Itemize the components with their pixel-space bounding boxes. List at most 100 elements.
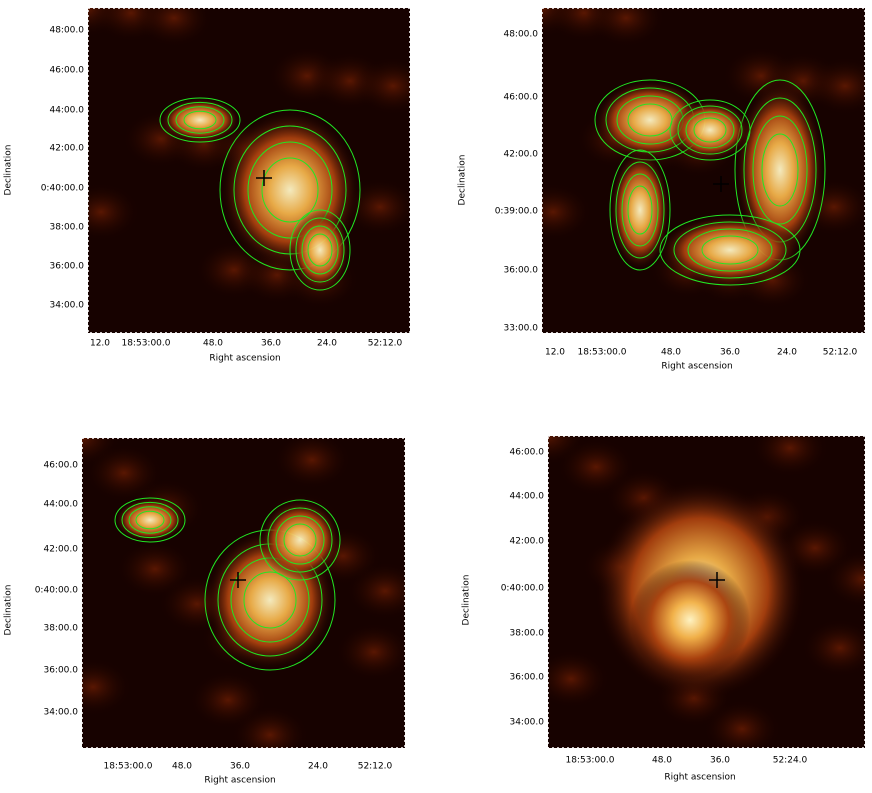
center-cross	[709, 572, 725, 588]
x-tick-label: 18:53:00.0	[577, 348, 626, 358]
x-tick-label: 24.0	[308, 762, 328, 772]
contour	[627, 185, 653, 235]
contour	[659, 214, 801, 286]
contour	[267, 507, 333, 573]
y-tick-label: 48:00.0	[503, 30, 538, 40]
x-tick-label: 36.0	[710, 756, 730, 766]
contour	[219, 109, 361, 271]
haze	[800, 618, 865, 678]
x-tick-label: 48.0	[203, 339, 223, 349]
x-tick-label: 48.0	[661, 348, 681, 358]
x-tick-label: 48.0	[652, 756, 672, 766]
haze	[750, 436, 830, 478]
haze	[272, 438, 352, 490]
y-tick-label: 38:00.0	[43, 624, 78, 634]
emission	[160, 98, 240, 142]
contour	[175, 106, 225, 134]
haze	[805, 56, 865, 116]
contour	[307, 233, 333, 267]
y-axis-label: Declination	[462, 575, 472, 626]
haze	[134, 8, 214, 48]
contour	[677, 105, 743, 155]
emission	[670, 100, 750, 160]
x-axis-label: Right ascension	[209, 354, 280, 364]
x-tick-label: 52:12.0	[823, 348, 858, 358]
frame	[81, 437, 406, 749]
contour	[295, 217, 345, 283]
y-tick-label: 42:00.0	[43, 545, 78, 555]
contour	[261, 157, 319, 223]
x-tick-label: 18:53:00.0	[565, 756, 614, 766]
y-axis-label: Declination	[4, 585, 14, 636]
panel: 48:00.0 46:00.0 44:00.0 42:00.0 0:40:00.0 38:…	[4, 7, 411, 364]
y-tick-label: 42:00.0	[509, 537, 544, 547]
y-axis-label: Declination	[458, 155, 468, 206]
contour	[761, 133, 799, 207]
frame	[547, 435, 866, 749]
emission	[260, 500, 340, 580]
sky-image	[548, 436, 865, 748]
contour	[259, 499, 341, 581]
y-tick-label: 38:00.0	[509, 629, 544, 639]
x-tick-label: 36.0	[261, 339, 281, 349]
haze	[230, 705, 310, 748]
y-tick-label: 48:00.0	[49, 26, 84, 36]
y-tick-label: 36:00.0	[43, 666, 78, 676]
x-tick-label: 18:53:00.0	[121, 339, 170, 349]
x-tick-label: 52:12.0	[358, 762, 393, 772]
contour	[615, 161, 665, 259]
x-axis-label: Right ascension	[204, 776, 275, 786]
emission	[290, 210, 350, 290]
haze	[586, 8, 666, 48]
contour	[159, 97, 241, 143]
emission	[735, 80, 825, 260]
y-tick-label: 46:00.0	[503, 93, 538, 103]
y-tick-label: 33:00.0	[503, 324, 538, 334]
haze	[334, 622, 405, 682]
contour	[609, 149, 671, 271]
contour	[289, 209, 351, 291]
haze	[82, 657, 133, 717]
x-tick-label: 24.0	[317, 339, 337, 349]
emission	[115, 498, 185, 542]
contour	[135, 510, 165, 530]
center-cross	[256, 170, 272, 186]
y-tick-label: 36:00.0	[509, 673, 544, 683]
y-tick-label: 36:00.0	[503, 266, 538, 276]
haze	[542, 182, 593, 242]
y-tick-label: 34:00.0	[49, 301, 84, 311]
haze	[353, 56, 410, 116]
frame	[87, 7, 411, 334]
y-tick-label: 38:00.0	[49, 223, 84, 233]
emission	[610, 150, 670, 270]
frame	[541, 7, 866, 334]
x-tick-label: 12.0	[545, 348, 565, 358]
haze	[345, 561, 405, 621]
emission	[630, 560, 750, 680]
contour	[701, 235, 759, 265]
y-tick-label: 0:40:00.0	[501, 584, 545, 594]
contour	[247, 141, 333, 239]
contour	[669, 99, 751, 161]
contour	[685, 111, 735, 149]
y-tick-label: 0:40:00.0	[35, 586, 79, 596]
x-tick-label: 52:12.0	[368, 339, 403, 349]
contour	[243, 571, 297, 629]
contour	[301, 225, 339, 275]
x-tick-label: 36.0	[720, 348, 740, 358]
emission	[660, 215, 800, 285]
haze	[823, 549, 865, 609]
contour	[621, 173, 659, 247]
haze	[548, 649, 611, 709]
y-tick-label: 42:00.0	[49, 144, 84, 154]
x-tick-label: 52:24.0	[773, 756, 808, 766]
contour	[128, 506, 172, 534]
panel: 48:00.0 46:00.0 42:00.0 0:39:00.0 36:00.0 33:…	[458, 7, 866, 372]
sky-image	[542, 8, 865, 333]
x-tick-label: 36.0	[230, 762, 250, 772]
haze	[88, 182, 141, 242]
y-axis-label: Declination	[4, 145, 14, 196]
y-tick-label: 34:00.0	[43, 708, 78, 718]
contour	[275, 515, 325, 565]
